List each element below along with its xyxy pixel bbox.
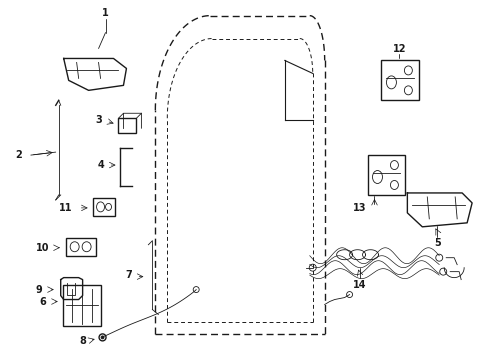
Text: 7: 7 xyxy=(125,270,132,280)
Bar xyxy=(367,155,405,195)
Text: 3: 3 xyxy=(95,115,102,125)
Text: 14: 14 xyxy=(352,280,366,289)
Bar xyxy=(62,285,101,327)
Text: 10: 10 xyxy=(36,243,49,253)
Text: 11: 11 xyxy=(59,203,72,213)
Bar xyxy=(118,118,136,133)
Text: 9: 9 xyxy=(35,284,42,294)
Bar xyxy=(65,238,95,256)
Text: 8: 8 xyxy=(79,336,86,346)
Text: 13: 13 xyxy=(352,203,366,213)
Bar xyxy=(381,60,419,100)
Bar xyxy=(92,198,114,216)
Text: 5: 5 xyxy=(433,238,440,248)
Text: 6: 6 xyxy=(40,297,46,306)
Ellipse shape xyxy=(101,336,104,339)
Text: 1: 1 xyxy=(102,8,109,18)
Text: 12: 12 xyxy=(392,44,406,54)
Text: 2: 2 xyxy=(16,150,22,160)
Text: 4: 4 xyxy=(97,160,104,170)
